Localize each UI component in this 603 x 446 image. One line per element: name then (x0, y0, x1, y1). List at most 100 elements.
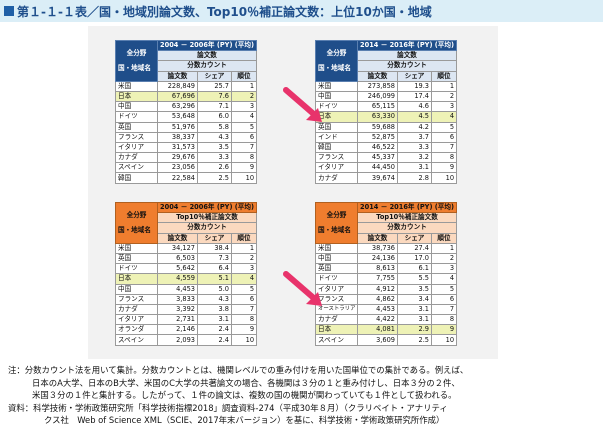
rank-cell: 4 (430, 273, 458, 285)
rank-cell: 7 (430, 141, 458, 154)
table-row: フランス 4,862 3.4 6 (315, 293, 458, 305)
table-row: 韓国 22,584 2.5 10 (115, 172, 258, 184)
rank-cell: 8 (430, 314, 458, 326)
table-row: 韓国 46,522 3.3 7 (315, 141, 458, 154)
count-cell: 22,584 (157, 172, 198, 184)
table-row: 日本 4,559 5.1 4 (115, 273, 258, 285)
share-cell: 6.0 (197, 111, 232, 123)
column-header: 論文数 (357, 232, 398, 244)
country-cell: イタリア (315, 162, 358, 174)
country-cell: 米国 (315, 242, 358, 254)
share-cell: 3.5 (197, 141, 232, 154)
country-cell: 中国 (315, 252, 358, 265)
table-row: カナダ 39,674 2.8 10 (315, 172, 458, 184)
count-cell: 2,146 (157, 324, 198, 336)
country-cell: スペイン (115, 334, 158, 346)
corner-cell: 全分野 国・地域名 (115, 40, 158, 82)
rank-cell: 6 (230, 293, 258, 305)
count-cell: 8,613 (357, 263, 398, 275)
table-row: 英国 51,976 5.8 5 (115, 121, 258, 133)
rank-cell: 7 (430, 303, 458, 316)
count-cell: 4,453 (157, 283, 198, 295)
share-cell: 3.3 (397, 141, 432, 154)
notes: 注：分数カウント法を用いて集計。分数カウントとは、機関レベルでの重み付けを用いた… (8, 364, 598, 427)
count-cell: 3,609 (357, 334, 398, 346)
rank-cell: 8 (230, 152, 258, 164)
count-cell: 4,422 (357, 314, 398, 326)
country-cell: オランダ (115, 324, 158, 336)
share-cell: 38.4 (197, 242, 232, 254)
share-cell: 2.5 (397, 334, 432, 346)
table-row: 中国 246,099 17.4 2 (315, 90, 458, 103)
table-row: スペイン 3,609 2.5 10 (315, 334, 458, 346)
rank-cell: 4 (430, 111, 458, 123)
country-cell: 韓国 (315, 141, 358, 154)
rank-cell: 10 (230, 334, 258, 346)
table-row: カナダ 3,392 3.8 7 (115, 303, 258, 316)
corner-cell: 全分野 国・地域名 (115, 202, 158, 244)
data-table-br: 全分野 国・地域名 2014 － 2016年 (PY) (平均) Top10％補正論文… (315, 201, 458, 346)
share-cell: 7.1 (197, 101, 232, 113)
count-cell: 6,503 (157, 252, 198, 265)
count-cell: 52,875 (357, 131, 398, 143)
count-cell: 3,392 (157, 303, 198, 316)
note-line: 日本のA大学、日本のB大学、米国のC大学の共著論文の場合、各機関は３分の１と重み… (32, 377, 460, 388)
count-cell: 2,731 (157, 314, 198, 326)
share-cell: 19.3 (397, 80, 432, 92)
share-cell: 3.1 (397, 303, 432, 316)
source-line: 資料：科学技術・学術政策研究所「科学技術指標2018」調査資料-274（平成30… (8, 402, 448, 413)
country-cell: カナダ (115, 152, 158, 164)
count-cell: 63,296 (157, 101, 198, 113)
table-row: ドイツ 7,755 5.5 4 (315, 273, 458, 285)
table-row: 米国 273,858 19.3 1 (315, 80, 458, 92)
method-header: 分数カウント (356, 222, 458, 234)
share-cell: 17.4 (397, 90, 432, 103)
table-row: ドイツ 53,648 6.0 4 (115, 111, 258, 123)
share-cell: 3.1 (397, 314, 432, 326)
data-table-tr: 全分野 国・地域名 2014 － 2016年 (PY) (平均) 論文数 分数カウント論… (315, 39, 458, 184)
share-cell: 4.2 (397, 121, 432, 133)
table-row: 中国 63,296 7.1 3 (115, 101, 258, 113)
rank-cell: 8 (430, 152, 458, 164)
rank-cell: 2 (430, 252, 458, 265)
rank-cell: 10 (430, 334, 458, 346)
share-cell: 3.4 (397, 293, 432, 305)
count-cell: 273,858 (357, 80, 398, 92)
rank-cell: 1 (230, 242, 258, 254)
rank-cell: 5 (430, 121, 458, 133)
table-row: スペイン 2,093 2.4 10 (115, 334, 258, 346)
count-cell: 4,559 (157, 273, 198, 285)
country-cell: カナダ (315, 314, 358, 326)
count-cell: 4,453 (357, 303, 398, 316)
rank-cell: 7 (230, 303, 258, 316)
country-header: 国・地域名 (318, 63, 351, 72)
rank-cell: 1 (430, 80, 458, 92)
rank-cell: 9 (230, 162, 258, 174)
rank-cell: 6 (430, 131, 458, 143)
table-row: 日本 63,330 4.5 4 (315, 111, 458, 123)
share-cell: 25.7 (197, 80, 232, 92)
note-line: 注：分数カウント法を用いて集計。分数カウントとは、機関レベルでの重み付けを用いた… (8, 365, 469, 375)
field-label: 全分野 (126, 210, 147, 219)
table-row: 日本 4,081 2.9 9 (315, 324, 458, 336)
table-row: オーストラリア 4,453 3.1 7 (315, 303, 458, 316)
rank-cell: 5 (230, 121, 258, 133)
country-cell: イタリア (115, 314, 158, 326)
country-cell: カナダ (315, 172, 358, 184)
count-cell: 246,099 (357, 90, 398, 103)
table-row: イタリア 31,573 3.5 7 (115, 141, 258, 154)
share-cell: 27.4 (397, 242, 432, 254)
country-cell: 米国 (115, 242, 158, 254)
country-header: 国・地域名 (318, 225, 351, 234)
rank-cell: 5 (230, 283, 258, 295)
count-cell: 67,696 (157, 90, 198, 103)
column-header: シェア (197, 70, 232, 82)
rank-cell: 10 (230, 172, 258, 184)
metric-header: 論文数 (156, 50, 258, 62)
table-row: フランス 3,833 4.3 6 (115, 293, 258, 305)
table-row: 中国 24,136 17.0 2 (315, 252, 458, 265)
table-row: 米国 34,127 38.4 1 (115, 242, 258, 254)
rank-cell: 1 (230, 80, 258, 92)
country-cell: フランス (315, 152, 358, 164)
share-cell: 4.5 (397, 111, 432, 123)
